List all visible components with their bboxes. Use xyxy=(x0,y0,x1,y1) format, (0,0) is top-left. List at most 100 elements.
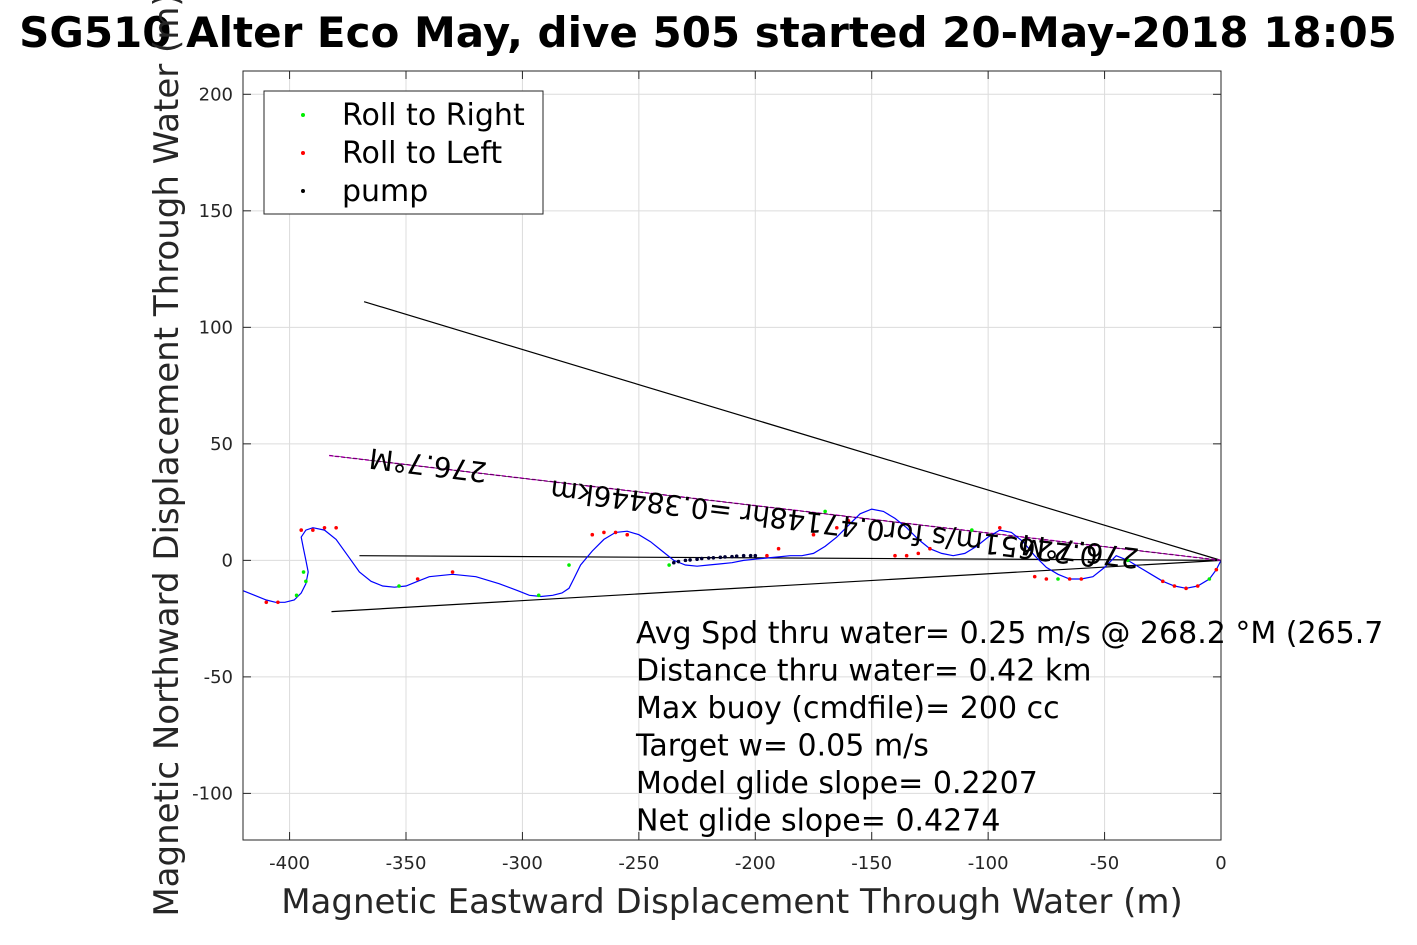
pump-point xyxy=(706,556,711,560)
roll-left-point xyxy=(322,525,327,530)
roll-left-point xyxy=(811,532,816,537)
roll-left-point xyxy=(1044,577,1049,581)
roll-left-point xyxy=(1079,577,1084,581)
roll-left-point xyxy=(928,546,932,551)
x-tick-label: 0 xyxy=(1215,853,1226,874)
stat-line: Net glide slope= 0.4274 xyxy=(636,804,1000,839)
pump-point xyxy=(671,560,676,565)
roll-left-point xyxy=(276,600,280,605)
x-tick-label: -350 xyxy=(386,853,427,874)
y-ticks: 200 150 100 50 0 -50 -100 xyxy=(192,84,1221,804)
legend-marker-roll-left xyxy=(301,151,305,155)
roll-left-point xyxy=(415,577,420,581)
pump-point xyxy=(711,556,716,560)
cone-lower-line xyxy=(331,559,1222,613)
cone-middle-line xyxy=(359,555,1222,561)
x-ticks: -400 -350 -300 -250 -200 -150 -100 -50 0 xyxy=(269,71,1227,874)
roll-left-point xyxy=(776,546,781,551)
chart-points xyxy=(264,509,1219,605)
pump-point xyxy=(741,553,746,558)
grid xyxy=(243,71,1222,840)
stat-line: Target w= 0.05 m/s xyxy=(635,729,929,764)
roll-left-point xyxy=(997,525,1002,530)
x-axis-label: Magnetic Eastward Displacement Through W… xyxy=(281,882,1183,922)
roll-left-point xyxy=(1184,586,1188,591)
pump-point xyxy=(730,554,734,559)
roll-left-point xyxy=(916,551,921,556)
roll-right-point xyxy=(667,563,671,567)
stat-line: Distance thru water= 0.42 km xyxy=(636,654,1091,689)
y-tick-label: -50 xyxy=(204,667,233,688)
roll-left-point xyxy=(590,532,595,537)
pump-point xyxy=(748,553,753,558)
roll-right-point xyxy=(294,593,299,598)
x-tick-label: -150 xyxy=(851,853,892,874)
y-tick-label: 150 xyxy=(199,201,233,222)
x-tick-label: -400 xyxy=(269,853,310,874)
pump-point xyxy=(753,553,758,558)
chart-title: SG510 Alter Eco May, dive 505 started 20… xyxy=(19,8,1397,57)
stat-line: Max buoy (cmdfile)= 200 cc xyxy=(636,691,1060,726)
pump-point xyxy=(723,555,727,559)
pump-point xyxy=(699,556,704,561)
roll-right-point xyxy=(823,509,827,514)
legend-marker-roll-right xyxy=(301,113,305,117)
heading-line-core xyxy=(329,455,1222,561)
roll-left-point xyxy=(311,528,315,532)
y-tick-label: 200 xyxy=(199,84,233,105)
legend-label-roll-right: Roll to Right xyxy=(342,98,525,133)
roll-left-point xyxy=(1172,584,1177,588)
roll-left-point xyxy=(602,530,606,535)
roll-left-point xyxy=(1160,579,1165,584)
roll-left-point xyxy=(1067,577,1072,581)
roll-left-point xyxy=(450,570,455,574)
pump-point xyxy=(695,557,699,561)
y-tick-label: -100 xyxy=(192,783,233,804)
roll-right-point xyxy=(1207,577,1212,581)
roll-right-point xyxy=(301,570,306,574)
cone-upper-line xyxy=(363,301,1222,561)
y-tick-label: 0 xyxy=(222,550,233,571)
y-axis-label: Magnetic Northward Displacement Through … xyxy=(147,0,187,917)
roll-left-point xyxy=(299,528,304,532)
track-line xyxy=(242,508,1222,603)
legend-box xyxy=(263,90,544,215)
roll-right-point xyxy=(1126,558,1130,563)
roll-right-point xyxy=(536,593,541,598)
legend-marker-pump xyxy=(301,189,305,193)
roll-left-point xyxy=(1032,574,1037,579)
roll-right-point xyxy=(970,528,974,532)
roll-right-point xyxy=(304,579,308,584)
legend: Roll to Right Roll to Left pump xyxy=(263,90,544,215)
roll-left-point xyxy=(893,553,897,558)
roll-left-point xyxy=(334,525,338,530)
pump-point xyxy=(718,555,723,560)
roll-left-point xyxy=(1214,567,1219,572)
roll-left-point xyxy=(904,553,909,558)
roll-right-point xyxy=(567,563,571,567)
roll-right-point xyxy=(397,584,401,588)
pump-point xyxy=(676,559,681,564)
x-tick-label: -200 xyxy=(735,853,776,874)
legend-label-pump: pump xyxy=(342,174,428,209)
pump-point xyxy=(734,554,739,558)
x-tick-label: -50 xyxy=(1090,853,1119,874)
stat-line: Model glide slope= 0.2207 xyxy=(636,766,1038,801)
roll-left-point xyxy=(264,600,269,605)
stat-line: Avg Spd thru water= 0.25 m/s @ 268.2 °M … xyxy=(636,616,1383,651)
y-tick-label: 100 xyxy=(199,317,233,338)
x-tick-label: -100 xyxy=(968,853,1009,874)
roll-left-point xyxy=(765,553,769,558)
pump-point xyxy=(688,558,692,562)
roll-left-point xyxy=(1195,584,1200,588)
roll-right-point xyxy=(1056,577,1060,581)
roll-left-point xyxy=(834,525,839,530)
roll-left-point xyxy=(625,532,630,537)
roll-left-point xyxy=(613,530,618,535)
plot-frame xyxy=(242,70,1222,841)
y-tick-label: 50 xyxy=(210,434,233,455)
legend-label-roll-left: Roll to Left xyxy=(342,136,502,171)
pump-point xyxy=(683,558,688,563)
roll-left-point xyxy=(846,518,851,523)
